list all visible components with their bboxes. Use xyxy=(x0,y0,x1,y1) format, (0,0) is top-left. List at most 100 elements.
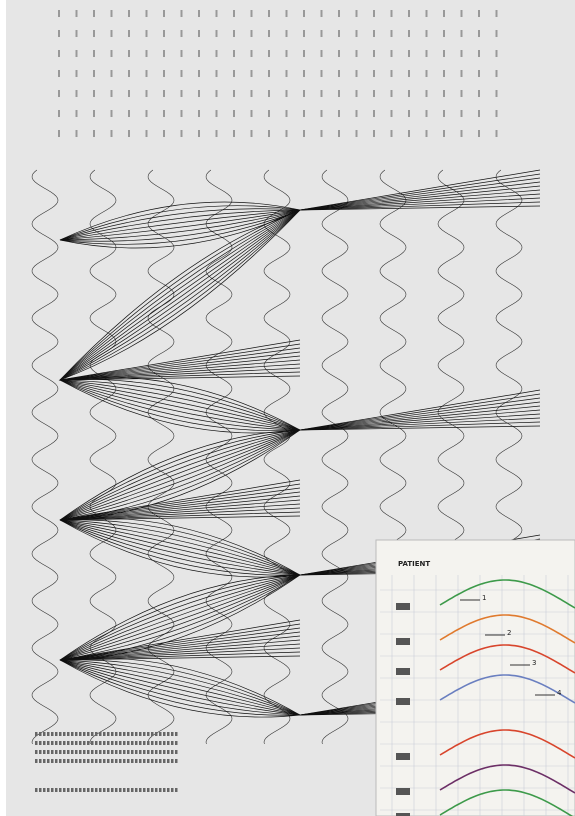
print-mark xyxy=(181,90,183,97)
print-mark xyxy=(127,732,130,736)
print-mark xyxy=(233,70,235,77)
print-mark xyxy=(71,750,74,754)
print-mark xyxy=(51,788,54,792)
print-mark xyxy=(131,788,134,792)
print-mark xyxy=(408,110,410,117)
print-mark xyxy=(251,130,253,137)
print-mark xyxy=(107,788,110,792)
print-mark xyxy=(268,10,270,17)
print-mark xyxy=(75,788,78,792)
print-mark xyxy=(91,788,94,792)
print-mark xyxy=(338,50,340,57)
print-mark xyxy=(461,10,463,17)
print-mark xyxy=(35,759,38,763)
print-mark xyxy=(139,750,142,754)
print-mark xyxy=(135,750,138,754)
print-mark xyxy=(151,759,154,763)
print-mark xyxy=(181,110,183,117)
print-mark xyxy=(151,788,154,792)
print-mark xyxy=(71,759,74,763)
print-mark xyxy=(426,70,428,77)
print-mark xyxy=(303,10,305,17)
print-mark xyxy=(167,732,170,736)
print-mark xyxy=(47,759,50,763)
print-mark xyxy=(171,732,174,736)
print-mark xyxy=(79,788,82,792)
print-mark xyxy=(163,788,166,792)
print-mark xyxy=(103,759,106,763)
print-mark xyxy=(321,130,323,137)
print-mark xyxy=(87,788,90,792)
print-mark xyxy=(478,110,480,117)
print-mark xyxy=(67,788,70,792)
print-mark xyxy=(286,110,288,117)
print-mark xyxy=(76,130,78,137)
print-mark xyxy=(43,759,46,763)
print-mark xyxy=(55,732,58,736)
print-mark xyxy=(95,750,98,754)
print-mark xyxy=(391,110,393,117)
print-mark xyxy=(115,732,118,736)
print-mark xyxy=(76,70,78,77)
channel-label xyxy=(396,638,410,645)
print-mark xyxy=(135,732,138,736)
print-mark xyxy=(461,110,463,117)
print-mark xyxy=(391,10,393,17)
print-mark xyxy=(35,732,38,736)
print-mark xyxy=(198,90,200,97)
print-mark xyxy=(147,750,150,754)
print-mark xyxy=(146,50,148,57)
print-mark xyxy=(135,788,138,792)
print-mark xyxy=(286,130,288,137)
print-mark xyxy=(171,759,174,763)
print-mark xyxy=(128,30,130,37)
print-mark xyxy=(426,30,428,37)
print-mark xyxy=(426,90,428,97)
print-mark xyxy=(131,741,134,745)
print-mark xyxy=(163,90,165,97)
marker-label: 3 xyxy=(532,659,536,667)
print-mark xyxy=(198,10,200,17)
print-mark xyxy=(321,30,323,37)
print-mark xyxy=(58,110,60,117)
print-mark xyxy=(478,50,480,57)
print-mark xyxy=(391,70,393,77)
print-mark xyxy=(58,50,60,57)
print-mark xyxy=(408,70,410,77)
print-mark xyxy=(198,130,200,137)
print-mark xyxy=(76,110,78,117)
print-mark xyxy=(216,90,218,97)
print-mark xyxy=(87,750,90,754)
print-mark xyxy=(338,110,340,117)
print-mark xyxy=(268,70,270,77)
print-mark xyxy=(43,788,46,792)
print-mark xyxy=(103,750,106,754)
print-mark xyxy=(128,10,130,17)
print-mark xyxy=(321,110,323,117)
print-mark xyxy=(408,50,410,57)
print-mark xyxy=(107,750,110,754)
print-mark xyxy=(51,741,54,745)
print-mark xyxy=(107,741,110,745)
print-mark xyxy=(426,50,428,57)
print-mark xyxy=(93,10,95,17)
print-mark xyxy=(76,30,78,37)
print-mark xyxy=(63,741,66,745)
print-mark xyxy=(373,30,375,37)
print-mark xyxy=(443,110,445,117)
print-mark xyxy=(496,110,498,117)
print-mark xyxy=(67,732,70,736)
print-mark xyxy=(461,130,463,137)
print-mark xyxy=(43,741,46,745)
marker-label: 2 xyxy=(507,629,511,637)
print-mark xyxy=(128,90,130,97)
print-mark xyxy=(111,750,114,754)
print-mark xyxy=(107,759,110,763)
marker-label: 4 xyxy=(557,689,562,697)
print-mark xyxy=(115,750,118,754)
print-mark xyxy=(93,30,95,37)
print-mark xyxy=(303,50,305,57)
print-mark xyxy=(146,90,148,97)
print-mark xyxy=(151,741,154,745)
print-mark xyxy=(127,759,130,763)
